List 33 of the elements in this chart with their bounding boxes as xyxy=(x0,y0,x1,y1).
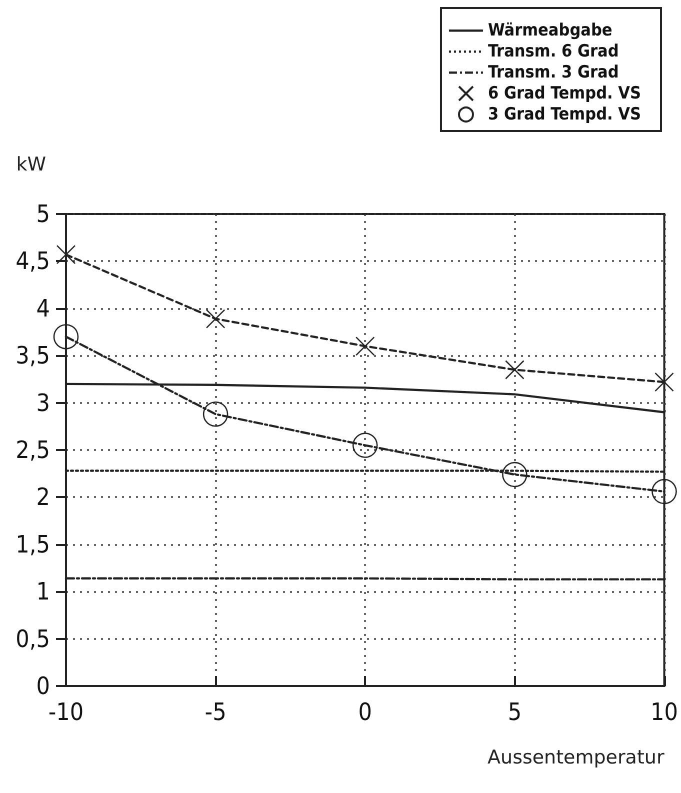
y-tick-label: 2,5 xyxy=(16,436,50,464)
y-tick-label: 4,5 xyxy=(16,247,50,276)
y-axis-title: kW xyxy=(16,154,46,176)
point xyxy=(355,336,375,356)
y-tick-label: 2 xyxy=(36,483,50,512)
x-tick-label: -10 xyxy=(48,698,84,726)
y-tick-label: 3,5 xyxy=(16,342,50,370)
point xyxy=(652,478,677,504)
x-tick-label: 5 xyxy=(508,698,522,726)
y-tick-label: 3 xyxy=(36,388,50,417)
x-tick-label: 10 xyxy=(650,698,678,726)
y-tick-label: 0 xyxy=(36,672,50,700)
point xyxy=(505,360,524,380)
point xyxy=(502,462,528,488)
point xyxy=(56,244,76,264)
legend-label: 3 Grad Tempd. VS xyxy=(488,104,642,124)
x-axis-title: Aussentemperatur xyxy=(488,746,664,768)
point xyxy=(352,432,378,458)
y-tick-label: 4 xyxy=(36,294,50,322)
legend-label: Transm. 6 Grad xyxy=(488,42,619,62)
point xyxy=(206,309,226,328)
point xyxy=(53,324,79,350)
legend-label: Wärmeabgabe xyxy=(488,20,612,40)
y-tick-label: 0,5 xyxy=(16,624,50,653)
y-tick-label: 1,5 xyxy=(16,530,50,558)
y-tick-label: 1 xyxy=(36,578,50,606)
x-tick-label: 0 xyxy=(358,698,372,726)
point xyxy=(654,372,674,392)
legend-label: Transm. 3 Grad xyxy=(488,62,619,82)
legend-label: 6 Grad Tempd. VS xyxy=(488,84,642,104)
point xyxy=(202,401,228,427)
x-tick-label: -5 xyxy=(204,698,226,726)
y-tick-label: 5 xyxy=(36,200,50,228)
